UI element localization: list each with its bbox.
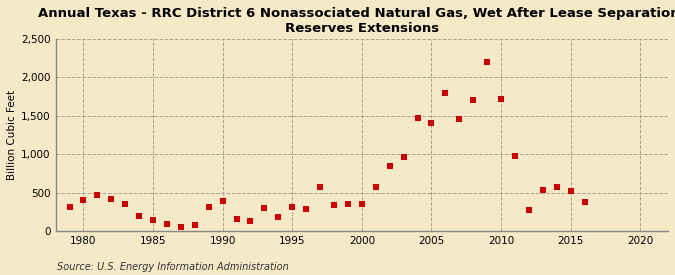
Point [440, 90, 451, 95]
Title: Annual Texas - RRC District 6 Nonassociated Natural Gas, Wet After Lease Separat: Annual Texas - RRC District 6 Nonassocia… [38, 7, 675, 35]
Point [551, 185, 562, 189]
Point [231, 217, 242, 221]
Point [245, 219, 256, 223]
Point [134, 214, 144, 218]
Point [537, 188, 548, 192]
Point [106, 197, 117, 201]
Point [482, 60, 493, 64]
Point [176, 224, 186, 229]
Point [523, 208, 534, 213]
Point [398, 154, 409, 159]
Point [259, 206, 270, 210]
Point [190, 223, 200, 228]
Point [342, 201, 353, 206]
Y-axis label: Billion Cubic Feet: Billion Cubic Feet [7, 90, 17, 180]
Point [119, 202, 130, 207]
Point [579, 200, 590, 204]
Point [468, 97, 479, 102]
Point [203, 205, 214, 210]
Text: Source: U.S. Energy Information Administration: Source: U.S. Energy Information Administ… [57, 262, 289, 271]
Point [315, 185, 325, 189]
Point [329, 203, 340, 207]
Point [92, 192, 103, 197]
Point [495, 97, 506, 101]
Point [412, 116, 423, 120]
Point [161, 221, 172, 226]
Point [454, 117, 464, 121]
Point [565, 189, 576, 193]
Point [217, 199, 228, 204]
Point [510, 154, 520, 158]
Point [64, 205, 75, 210]
Point [287, 205, 298, 210]
Point [426, 120, 437, 125]
Point [273, 214, 284, 219]
Point [78, 197, 89, 202]
Point [384, 164, 395, 168]
Point [148, 218, 159, 222]
Point [301, 207, 312, 211]
Point [371, 185, 381, 189]
Point [356, 201, 367, 206]
